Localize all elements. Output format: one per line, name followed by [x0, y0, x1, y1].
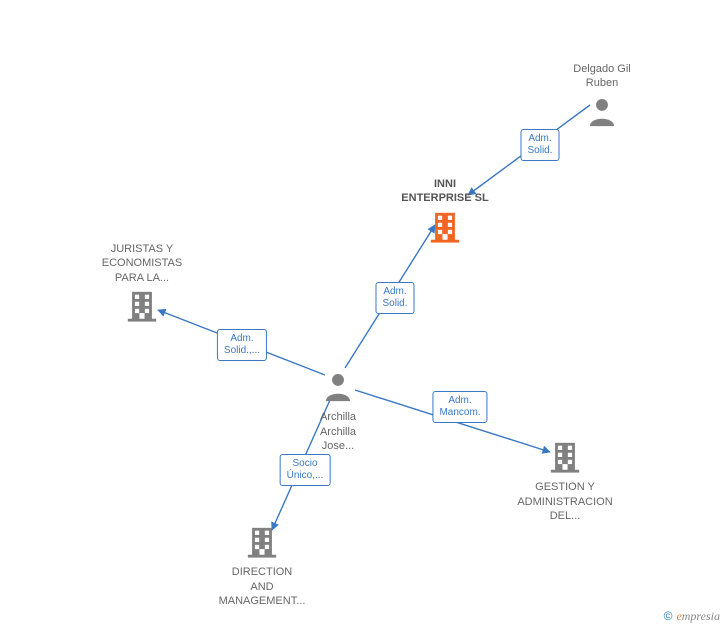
copyright: ©empresia: [664, 609, 720, 624]
node-gestion[interactable]: GESTION Y ADMINISTRACION DEL...: [505, 440, 625, 523]
node-inni[interactable]: INNI ENTERPRISE SL: [385, 175, 505, 248]
building-icon: [548, 440, 582, 474]
building-icon: [245, 525, 279, 559]
node-label: GESTION Y ADMINISTRACION DEL...: [505, 480, 625, 523]
person-icon: [321, 370, 355, 404]
node-archilla[interactable]: Archilla Archilla Jose...: [278, 370, 398, 453]
edge-label: Socio Único,...: [280, 454, 331, 486]
node-label: Delgado Gil Ruben: [542, 62, 662, 91]
edge-label: Adm. Solid.,...: [217, 329, 267, 361]
network-diagram: Adm. Solid. Adm. Solid. Adm. Solid.,... Adm…: [0, 0, 728, 630]
edge-label: Adm. Mancom.: [432, 391, 487, 423]
copyright-symbol: ©: [664, 609, 673, 623]
edge-label: Adm. Solid.: [520, 129, 559, 161]
node-label: Archilla Archilla Jose...: [278, 410, 398, 453]
person-icon: [585, 95, 619, 129]
node-direction[interactable]: DIRECTION AND MANAGEMENT...: [202, 525, 322, 608]
edge-label: Adm. Solid.: [375, 282, 414, 314]
building-icon: [428, 210, 462, 244]
node-juristas[interactable]: JURISTAS Y ECONOMISTAS PARA LA...: [82, 240, 202, 327]
node-label: DIRECTION AND MANAGEMENT...: [202, 565, 322, 608]
building-icon: [125, 289, 159, 323]
node-label: JURISTAS Y ECONOMISTAS PARA LA...: [82, 242, 202, 285]
node-delgado[interactable]: Delgado Gil Ruben: [542, 60, 662, 133]
node-label: INNI ENTERPRISE SL: [385, 177, 505, 206]
copyright-rest: mpresia: [682, 609, 720, 623]
